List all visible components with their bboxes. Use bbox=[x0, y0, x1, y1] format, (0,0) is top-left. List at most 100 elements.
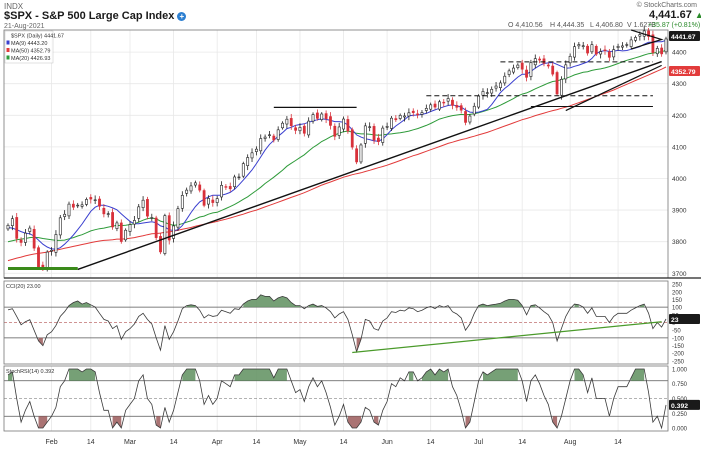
candle-body bbox=[481, 91, 485, 96]
candle bbox=[516, 63, 520, 70]
candle-body bbox=[442, 101, 446, 104]
y-tick-label: 3700 bbox=[672, 271, 687, 278]
candle bbox=[254, 146, 258, 156]
candle bbox=[455, 101, 459, 111]
candle bbox=[507, 68, 511, 78]
candle bbox=[385, 122, 389, 131]
candle bbox=[189, 182, 193, 194]
candle-body bbox=[451, 99, 454, 106]
candle bbox=[346, 115, 350, 134]
wedge-lines bbox=[630, 29, 664, 50]
low-value: L 4,406.80 bbox=[590, 22, 623, 29]
x-tick-label: Jul bbox=[474, 439, 483, 446]
candle-body bbox=[63, 213, 67, 217]
candle bbox=[529, 59, 533, 81]
candle-body bbox=[433, 103, 437, 108]
candle-body bbox=[32, 229, 36, 249]
candle-body bbox=[647, 30, 650, 37]
candle-body bbox=[285, 118, 289, 125]
candle-body bbox=[119, 222, 123, 242]
candle bbox=[581, 41, 585, 50]
annotation-layer bbox=[8, 29, 664, 354]
candle bbox=[119, 219, 123, 244]
candle-body bbox=[599, 51, 603, 55]
candle bbox=[167, 212, 171, 245]
candle-body bbox=[329, 116, 332, 126]
price-last-badge: 4441.67 bbox=[669, 30, 700, 41]
cci-y-tick-label: 150 bbox=[672, 298, 683, 304]
candle-body bbox=[76, 204, 80, 207]
candle-body bbox=[146, 199, 149, 217]
candle bbox=[647, 28, 650, 41]
stoch-overbought-fill bbox=[408, 371, 414, 381]
candle bbox=[381, 125, 385, 146]
x-tick-label: Apr bbox=[212, 439, 224, 446]
candle bbox=[246, 154, 250, 171]
candle-body bbox=[137, 206, 141, 219]
oscillator-layer bbox=[7, 294, 667, 430]
moving-average-layer bbox=[7, 39, 667, 262]
x-tick-label: 14 bbox=[518, 439, 526, 446]
candle-body bbox=[594, 45, 598, 55]
candle bbox=[433, 100, 437, 110]
candle-body bbox=[612, 49, 616, 58]
add-plus-icon[interactable]: + bbox=[177, 11, 187, 21]
candle-body bbox=[85, 199, 88, 205]
candle-body bbox=[446, 98, 450, 102]
x-tick-label: 14 bbox=[340, 439, 348, 446]
candle bbox=[154, 215, 158, 241]
candle-body bbox=[54, 234, 58, 253]
candle-body bbox=[586, 45, 589, 54]
x-tick-label: Jun bbox=[381, 439, 392, 446]
candle-body bbox=[350, 129, 354, 148]
candle bbox=[132, 215, 136, 229]
y-tick-label: 3800 bbox=[672, 239, 687, 246]
candle-body bbox=[660, 47, 664, 55]
candle bbox=[285, 116, 289, 129]
candle-body bbox=[468, 115, 472, 123]
candle-body bbox=[411, 110, 415, 113]
candle bbox=[372, 123, 376, 144]
grid-layer bbox=[4, 30, 668, 431]
cci-y-tick-label: 250 bbox=[672, 283, 683, 289]
candle bbox=[281, 121, 284, 130]
x-tick-label: 14 bbox=[427, 439, 435, 446]
candle-body bbox=[250, 152, 254, 159]
candle bbox=[542, 55, 546, 67]
y-tick-label: 4300 bbox=[672, 81, 687, 88]
candle bbox=[368, 122, 372, 132]
candle-body bbox=[564, 64, 568, 80]
ma50-last-badge-text: 4352.79 bbox=[671, 69, 696, 76]
candle bbox=[616, 43, 620, 51]
candle-body bbox=[128, 224, 132, 232]
candle bbox=[329, 112, 332, 130]
axis-layer: Feb 14 Mar 14 Apr 14 May 14 Jun 14 Jul 14 Aug 14 3700 3… bbox=[46, 30, 700, 446]
candle bbox=[215, 195, 219, 207]
candle-body bbox=[629, 39, 633, 47]
candle bbox=[172, 221, 175, 243]
x-tick-label: May bbox=[293, 439, 307, 446]
last-price-value: 4,441.67 bbox=[649, 9, 692, 21]
candle-body bbox=[211, 199, 215, 203]
price-legend-bg bbox=[4, 30, 54, 64]
candle bbox=[359, 143, 363, 164]
candle-body bbox=[115, 222, 119, 229]
candle bbox=[241, 161, 245, 179]
candle-body bbox=[385, 126, 389, 128]
candle-body bbox=[342, 118, 345, 130]
candle-body bbox=[651, 34, 655, 53]
candle bbox=[573, 42, 576, 61]
cci-last-badge-bg bbox=[669, 313, 700, 324]
candle bbox=[472, 102, 476, 117]
candle-body bbox=[372, 126, 376, 141]
candle-body bbox=[499, 82, 502, 88]
candle-body bbox=[124, 229, 128, 241]
candle-body bbox=[276, 129, 280, 140]
candle-body bbox=[93, 199, 97, 201]
candle bbox=[71, 200, 75, 211]
candle bbox=[106, 211, 110, 218]
candle-body bbox=[485, 92, 489, 94]
stoch-oversold-fill bbox=[374, 416, 379, 426]
candle-body bbox=[237, 176, 241, 179]
candle bbox=[651, 30, 655, 56]
